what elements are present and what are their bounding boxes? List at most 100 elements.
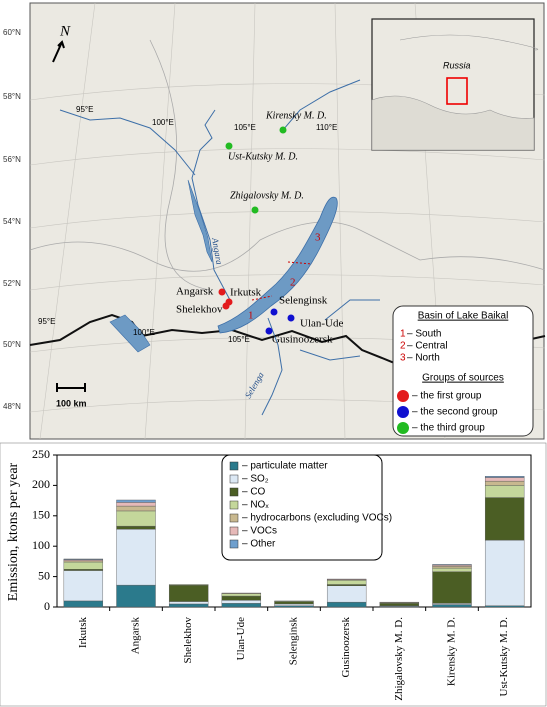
basin-number: 3 [315,232,321,244]
bar-segment [484,497,525,541]
lat-label: 58°N [3,92,21,101]
lake-baikal [217,196,338,334]
place-label: Ulan-Ude [300,318,343,330]
rivers [59,79,380,416]
bar-segment [432,604,472,608]
bar-segment [221,595,262,601]
legend-box [221,454,383,561]
lat-label: 54°N [3,217,21,226]
x-tick-label: Irkutsk [77,617,89,649]
source-marker [287,314,295,322]
legend-basin-text: – North [407,353,440,364]
lat-label: 48°N [3,402,21,411]
bar-segment [432,564,472,566]
river-label: Angara [210,236,225,266]
bar-segment [63,558,104,560]
legend-basin-num: 2 [400,341,406,352]
map-legend [392,305,534,437]
x-tick-label: Zhigalovsky M. D. [393,617,405,701]
bar-segment [116,528,156,586]
x-tick-label: Gusinoozersk [340,617,352,678]
legend-swatch [229,474,239,484]
bar-segment [63,570,104,602]
inset-highlight [446,77,468,105]
bar-segment [326,601,367,608]
legend-basin-text: – South [407,329,441,340]
lon-label: 105°E [228,335,250,344]
y-tick-label: 150 [32,508,50,522]
bar-segment [63,600,104,608]
lake [109,314,151,353]
bar-segment [116,502,156,507]
bar-segment [116,525,156,530]
place-label: Shelekhov [176,304,223,316]
place-label: Zhigalovsky M. D. [230,190,304,201]
bar-segment [484,480,525,486]
x-tick-label: Ust-Kutsky M. D. [498,617,510,697]
basin-dividers [251,261,313,301]
legend-group-text: – the first group [412,391,482,402]
place-label: Ust-Kutsky M. D. [228,151,298,162]
bar-segment [63,561,104,570]
graticule [29,2,546,440]
scale-label: 100 km [56,398,87,408]
bar-segment [168,603,209,608]
basin-number: 2 [290,277,296,289]
chart: Emission, ktons per year 0 50 100 150 200 250… [0,442,547,707]
legend-swatch [229,461,239,471]
lat-label: 52°N [3,279,21,288]
legend-basin-text: – Central [407,341,448,352]
legend-group-text: – the second group [412,407,498,418]
legend-label: – NOₓ [242,500,269,511]
lon-label: 110°E [316,123,337,132]
y-tick-label: 100 [32,538,50,552]
bar-segment [168,601,209,605]
x-tick-label: Kirensky M. D. [446,617,458,686]
legend-basin-num: 3 [400,353,406,364]
bar-segment [379,601,420,603]
inset-land [371,95,535,151]
bar-segment [379,603,420,606]
bar-segment [221,592,262,594]
lon-label: 100°E [152,118,174,127]
lat-label: 60°N [3,28,21,37]
y-axis-label: Emission, ktons per year [6,462,21,601]
legend-groups-title: Groups of sources [422,373,504,384]
source-marker [265,327,273,335]
bar-segment [168,584,209,586]
source-marker [225,142,233,150]
legend-label: – CO [242,487,266,498]
lon-label: 105°E [234,123,256,132]
bar-segment [116,584,156,608]
legend-label: – SO₂ [242,474,269,485]
basin-number: 1 [248,310,254,322]
legend-label: – Other [242,539,276,550]
source-marker [270,308,278,316]
legend-group-text: – the third group [412,423,485,434]
legend-swatch [229,500,239,510]
bar-segment [484,476,525,478]
source-marker [222,302,230,310]
bar-segment [116,510,156,527]
x-tick-label: Angarsk [130,617,142,655]
bar-segment [274,600,314,602]
bar-segment [221,593,262,597]
y-tick-label: 200 [32,477,50,491]
scale-bar [56,383,86,392]
inset [371,18,539,151]
lat-label: 50°N [3,340,21,349]
source-marker [279,126,287,134]
legend-label: – particulate matter [242,461,328,472]
bar-segment [432,566,472,569]
bar-segment [168,584,209,602]
legend-label: – VOCs [242,526,277,537]
legend-group-marker [397,406,409,418]
lat-label: 56°N [3,155,21,164]
legend-swatch [229,513,239,523]
y-tick-label: 0 [44,599,50,613]
bar-segment [432,567,472,572]
reservoir [187,179,213,263]
place-label: Selenginsk [279,295,328,307]
